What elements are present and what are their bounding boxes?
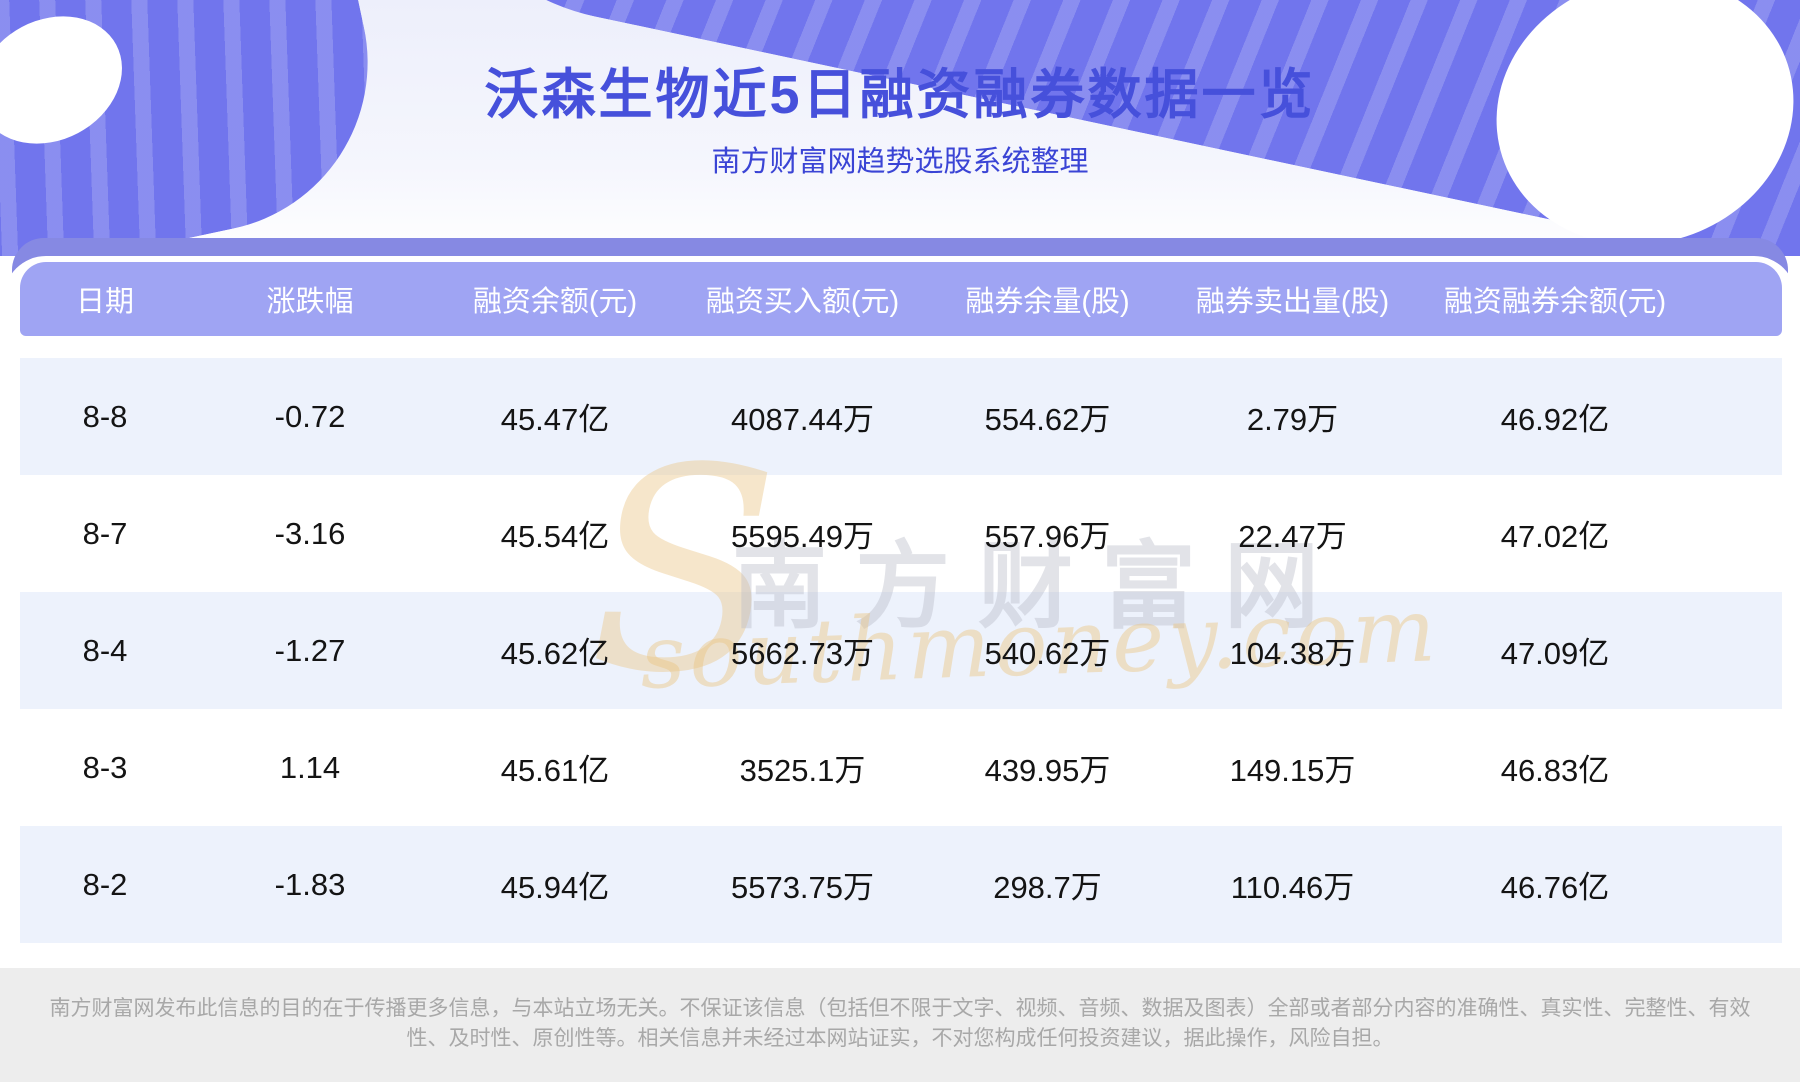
table-row: 8-4 -1.27 45.62亿 5662.73万 540.62万 104.38万 47.0…	[20, 592, 1782, 709]
disclaimer-footer: 南方财富网发布此信息的目的在于传播更多信息，与本站立场无关。不保证该信息（包括但…	[0, 968, 1800, 1082]
table-cell: 47.02亿	[1500, 519, 1610, 554]
table-cell: -1.83	[274, 866, 346, 902]
table-cell: 104.38万	[1229, 636, 1356, 671]
table-cell: 4087.44万	[730, 402, 875, 437]
table-cell: -3.16	[274, 515, 346, 551]
table-cell: 3525.1万	[739, 753, 866, 788]
table-cell: 110.46万	[1230, 870, 1355, 905]
table-cell: 8-3	[82, 749, 128, 785]
hero-banner	[0, 0, 1800, 256]
table-cell: 45.61亿	[500, 753, 610, 788]
table-cell: 1.14	[279, 749, 341, 785]
table-header-row: 日期 涨跌幅 融资余额(元) 融资买入额(元) 融券余量(股) 融券卖出量(股)…	[20, 262, 1782, 336]
column-header-securities-sold: 融券卖出量(股)	[1195, 286, 1390, 318]
table-cell: 149.15万	[1229, 753, 1356, 788]
column-header-financing-buy: 融资买入额(元)	[705, 286, 900, 318]
table-cell: 45.54亿	[500, 519, 610, 554]
column-header-date: 日期	[75, 286, 134, 318]
table-cell: 46.76亿	[1500, 870, 1610, 905]
table-cell: -1.27	[274, 632, 346, 668]
table-row: 8-2 -1.83 45.94亿 5573.75万 298.7万 110.46万 46.76…	[20, 826, 1782, 943]
table-cell: 439.95万	[984, 753, 1111, 788]
table-row: 8-7 -3.16 45.54亿 5595.49万 557.96万 22.47万 47.02…	[20, 475, 1782, 592]
table-body: 8-8 -0.72 45.47亿 4087.44万 554.62万 2.79万 46.92亿…	[20, 358, 1782, 943]
table-cell: 8-8	[82, 398, 128, 434]
column-header-securities-balance: 融券余量(股)	[965, 286, 1130, 318]
table-cell: 46.92亿	[1500, 402, 1610, 437]
table-cell: 557.96万	[984, 519, 1111, 554]
table-cell: 8-7	[82, 515, 128, 551]
table-cell: 5573.75万	[730, 870, 875, 905]
disclaimer-line-2: 性、及时性、原创性等。相关信息并未经过本网站证实，不对您构成任何投资建议，据此操…	[406, 1027, 1394, 1050]
page-subtitle: 南方财富网趋势选股系统整理	[711, 146, 1089, 178]
data-table: 日期 涨跌幅 融资余额(元) 融资买入额(元) 融券余量(股) 融券卖出量(股)…	[4, 256, 1796, 950]
table-cell: 46.83亿	[1500, 753, 1610, 788]
page-title: 沃森生物近5日融资融券数据一览	[484, 65, 1316, 125]
table-cell: 298.7万	[993, 870, 1102, 905]
disclaimer-line-1: 南方财富网发布此信息的目的在于传播更多信息，与本站立场无关。不保证该信息（包括但…	[49, 997, 1751, 1020]
table-cell: 2.79万	[1246, 402, 1339, 437]
table-cell: 45.62亿	[500, 636, 610, 671]
table-cell: 540.62万	[984, 636, 1111, 671]
column-header-financing-balance: 融资余额(元)	[472, 286, 638, 318]
column-header-change-pct: 涨跌幅	[266, 286, 354, 318]
column-header-total-balance: 融资融券余额(元)	[1443, 286, 1667, 318]
table-cell: 5595.49万	[730, 519, 875, 554]
table-cell: 554.62万	[984, 402, 1111, 437]
table-cell: 8-2	[82, 866, 128, 902]
table-cell: 5662.73万	[730, 636, 875, 671]
table-cell: 8-4	[82, 632, 128, 668]
table-cell: 45.94亿	[500, 870, 610, 905]
table-cell: -0.72	[274, 398, 346, 434]
table-row: 8-8 -0.72 45.47亿 4087.44万 554.62万 2.79万 46.92亿	[20, 358, 1782, 475]
table-cell: 45.47亿	[500, 402, 610, 437]
table-cell: 22.47万	[1238, 519, 1347, 554]
table-row: 8-3 1.14 45.61亿 3525.1万 439.95万 149.15万 46.83亿	[20, 709, 1782, 826]
table-cell: 47.09亿	[1500, 636, 1610, 671]
